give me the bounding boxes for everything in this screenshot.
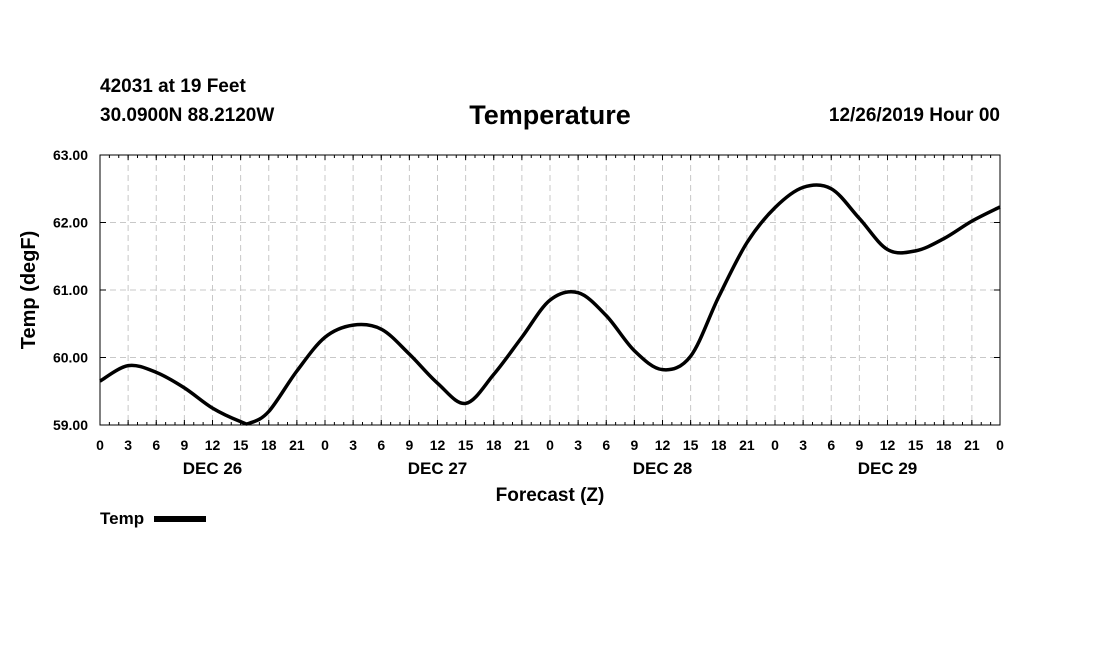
x-tick-label: 15 <box>233 437 249 453</box>
x-tick-label: 0 <box>321 437 329 453</box>
y-tick-label: 62.00 <box>53 215 88 231</box>
x-tick-label: 0 <box>996 437 1004 453</box>
plot-frame <box>99 154 1001 426</box>
legend-line-swatch <box>154 516 207 522</box>
y-tick-label: 61.00 <box>53 282 88 298</box>
x-tick-label: 21 <box>964 437 980 453</box>
x-tick-label: 21 <box>739 437 755 453</box>
x-tick-label: 3 <box>124 437 132 453</box>
x-tick-label: 15 <box>683 437 699 453</box>
day-label: DEC 26 <box>183 459 243 478</box>
legend: Temp <box>100 509 207 529</box>
x-tick-label: 3 <box>349 437 357 453</box>
x-tick-label: 18 <box>261 437 277 453</box>
x-tick-label: 12 <box>430 437 446 453</box>
y-tick-label: 59.00 <box>53 417 88 433</box>
x-axis-label: Forecast (Z) <box>496 485 605 506</box>
series-line-temp <box>99 183 1001 426</box>
x-tick-label: 18 <box>711 437 727 453</box>
x-tick-label: 18 <box>486 437 502 453</box>
y-tick-label: 63.00 <box>53 147 88 163</box>
x-tick-label: 0 <box>96 437 104 453</box>
x-tick-label: 3 <box>799 437 807 453</box>
x-tick-label: 18 <box>936 437 952 453</box>
x-tick-label: 6 <box>602 437 610 453</box>
x-tick-label: 9 <box>855 437 863 453</box>
x-tick-label: 9 <box>180 437 188 453</box>
x-tick-label: 9 <box>405 437 413 453</box>
x-tick-label: 12 <box>880 437 896 453</box>
x-tick-label: 15 <box>908 437 924 453</box>
x-tick-label: 12 <box>655 437 671 453</box>
station-label: 42031 at 19 Feet <box>100 76 246 97</box>
x-tick-label: 12 <box>205 437 221 453</box>
forecast-datetime: 12/26/2019 Hour 00 <box>828 105 1000 126</box>
day-label: DEC 27 <box>408 459 468 478</box>
day-label: DEC 28 <box>633 459 693 478</box>
chart-title: Temperature <box>469 100 631 130</box>
x-tick-label: 0 <box>546 437 554 453</box>
x-tick-label: 21 <box>289 437 305 453</box>
x-tick-label: 9 <box>630 437 638 453</box>
x-tick-label: 0 <box>771 437 779 453</box>
y-tick-label: 60.00 <box>53 350 88 366</box>
coordinates-label: 30.0900N 88.2120W <box>100 105 275 126</box>
x-tick-label: 6 <box>827 437 835 453</box>
x-tick-label: 3 <box>574 437 582 453</box>
x-tick-label: 15 <box>458 437 474 453</box>
x-tick-label: 21 <box>514 437 530 453</box>
legend-label: Temp <box>100 509 145 528</box>
day-label: DEC 29 <box>858 459 918 478</box>
y-axis-label: Temp (degF) <box>18 231 40 350</box>
x-tick-label: 6 <box>152 437 160 453</box>
x-tick-label: 6 <box>377 437 385 453</box>
